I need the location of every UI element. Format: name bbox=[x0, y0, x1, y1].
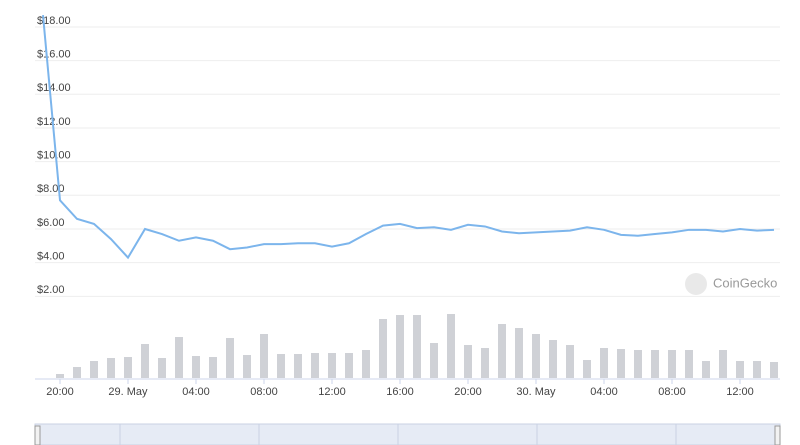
volume-bar bbox=[192, 356, 200, 378]
volume-bar bbox=[617, 349, 625, 378]
x-tick-label: 12:00 bbox=[318, 386, 346, 398]
watermark: CoinGecko bbox=[713, 275, 777, 290]
x-tick-label: 04:00 bbox=[590, 386, 618, 398]
x-tick-label: 16:00 bbox=[386, 386, 414, 398]
volume-bar bbox=[345, 353, 353, 378]
volume-bar bbox=[124, 357, 132, 378]
watermark-logo bbox=[685, 273, 707, 295]
x-tick-label: 20:00 bbox=[46, 386, 74, 398]
x-tick-label: 04:00 bbox=[182, 386, 210, 398]
volume-bar bbox=[107, 358, 115, 378]
volume-bar bbox=[719, 350, 727, 378]
volume-bar bbox=[413, 315, 421, 378]
volume-bar bbox=[396, 315, 404, 378]
volume-bar bbox=[175, 337, 183, 378]
volume-bar bbox=[600, 348, 608, 378]
volume-bar bbox=[583, 360, 591, 378]
volume-bar bbox=[515, 328, 523, 378]
volume-bar bbox=[566, 345, 574, 378]
volume-bar bbox=[311, 353, 319, 378]
navigator-handle[interactable] bbox=[774, 425, 781, 445]
volume-bar bbox=[753, 361, 761, 378]
x-tick-label: 08:00 bbox=[250, 386, 278, 398]
y-tick-label: $6.00 bbox=[37, 217, 65, 229]
volume-bar bbox=[294, 354, 302, 378]
y-tick-label: $4.00 bbox=[37, 251, 65, 263]
volume-bar bbox=[685, 350, 693, 378]
navigator-handle[interactable] bbox=[34, 425, 41, 445]
volume-bar bbox=[532, 334, 540, 378]
volume-bar bbox=[56, 374, 64, 378]
y-tick-label: $8.00 bbox=[37, 183, 65, 195]
y-tick-label: $16.00 bbox=[37, 49, 71, 61]
volume-bar bbox=[260, 334, 268, 378]
volume-bar bbox=[362, 350, 370, 378]
y-tick-label: $18.00 bbox=[37, 15, 71, 27]
volume-bar bbox=[498, 324, 506, 378]
volume-bar bbox=[447, 314, 455, 378]
volume-bar bbox=[430, 343, 438, 378]
volume-bar bbox=[736, 361, 744, 378]
volume-bar bbox=[243, 355, 251, 378]
volume-bar bbox=[481, 348, 489, 378]
volume-bar bbox=[73, 367, 81, 378]
x-tick-label: 12:00 bbox=[726, 386, 754, 398]
volume-bar bbox=[464, 345, 472, 378]
volume-bar bbox=[226, 338, 234, 378]
x-tick-label: 30. May bbox=[516, 386, 556, 398]
volume-bar bbox=[328, 353, 336, 378]
volume-bar bbox=[379, 319, 387, 378]
volume-bar bbox=[277, 354, 285, 378]
x-tick-label: 08:00 bbox=[658, 386, 686, 398]
volume-bar bbox=[634, 350, 642, 378]
navigator[interactable] bbox=[34, 423, 781, 445]
volume-bar bbox=[141, 344, 149, 378]
y-tick-label: $2.00 bbox=[37, 284, 65, 296]
price-line bbox=[42, 15, 775, 260]
y-tick-label: $10.00 bbox=[37, 150, 71, 162]
y-tick-label: $12.00 bbox=[37, 116, 71, 128]
x-tick-label: 20:00 bbox=[454, 386, 482, 398]
volume-bar bbox=[668, 350, 676, 378]
x-tick-label: 29. May bbox=[108, 386, 148, 398]
volume-bar bbox=[651, 350, 659, 378]
volume-bar bbox=[702, 361, 710, 378]
y-tick-label: $14.00 bbox=[37, 82, 71, 94]
volume-bar bbox=[549, 340, 557, 378]
volume-bar bbox=[90, 361, 98, 378]
navigator-grid bbox=[119, 424, 677, 445]
volume-bar bbox=[209, 357, 217, 378]
volume-bar bbox=[770, 362, 778, 378]
volume-bar bbox=[158, 358, 166, 378]
